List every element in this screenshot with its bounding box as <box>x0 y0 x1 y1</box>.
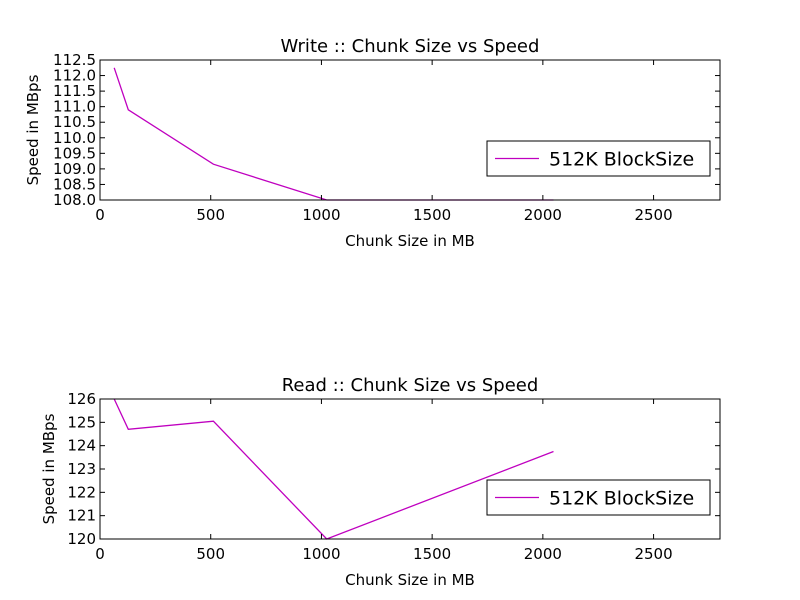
x-tick-label: 2500 <box>634 545 672 563</box>
legend-label: 512K BlockSize <box>549 488 694 510</box>
x-tick-label: 1000 <box>302 206 340 224</box>
y-tick-label: 110.5 <box>53 113 96 131</box>
y-tick-label: 112.0 <box>53 67 96 85</box>
x-tick-label: 500 <box>196 545 225 563</box>
y-tick-label: 122 <box>67 483 96 501</box>
x-tick-label: 0 <box>95 545 105 563</box>
series-line-0 <box>113 67 554 201</box>
x-tick-label: 1000 <box>302 545 340 563</box>
y-tick-label: 111.0 <box>53 98 96 116</box>
y-tick-label: 109.0 <box>53 160 96 178</box>
y-tick-label: 126 <box>67 390 96 408</box>
x-axis-label: Chunk Size in MB <box>345 232 475 250</box>
x-tick-label: 500 <box>196 206 225 224</box>
y-tick-label: 121 <box>67 507 96 525</box>
y-tick-label: 120 <box>67 530 96 548</box>
x-axis-label: Chunk Size in MB <box>345 571 475 589</box>
x-tick-label: 2500 <box>634 206 672 224</box>
x-tick-label: 1500 <box>413 206 451 224</box>
chart-title: Read :: Chunk Size vs Speed <box>282 375 539 396</box>
chart-title: Write :: Chunk Size vs Speed <box>281 36 540 57</box>
y-tick-label: 111.5 <box>53 82 96 100</box>
y-tick-label: 110.0 <box>53 129 96 147</box>
series-line-0 <box>113 398 554 540</box>
y-tick-label: 124 <box>67 437 96 455</box>
y-tick-label: 123 <box>67 460 96 478</box>
plot-frame <box>99 398 721 540</box>
y-tick-label: 125 <box>67 413 96 431</box>
x-tick-label: 2000 <box>524 206 562 224</box>
x-tick-label: 2000 <box>524 545 562 563</box>
y-axis-label: Speed in MBps <box>24 74 42 185</box>
y-tick-label: 108.0 <box>53 191 96 209</box>
x-tick-label: 1500 <box>413 545 451 563</box>
y-tick-label: 109.5 <box>53 144 96 162</box>
plot-frame <box>99 59 721 201</box>
legend-label: 512K BlockSize <box>549 149 694 171</box>
legend: 512K BlockSize <box>486 140 711 177</box>
y-tick-label: 112.5 <box>53 51 96 69</box>
y-axis-label: Speed in MBps <box>40 413 58 524</box>
x-tick-label: 0 <box>95 206 105 224</box>
legend: 512K BlockSize <box>486 479 711 516</box>
y-tick-label: 108.5 <box>53 175 96 193</box>
